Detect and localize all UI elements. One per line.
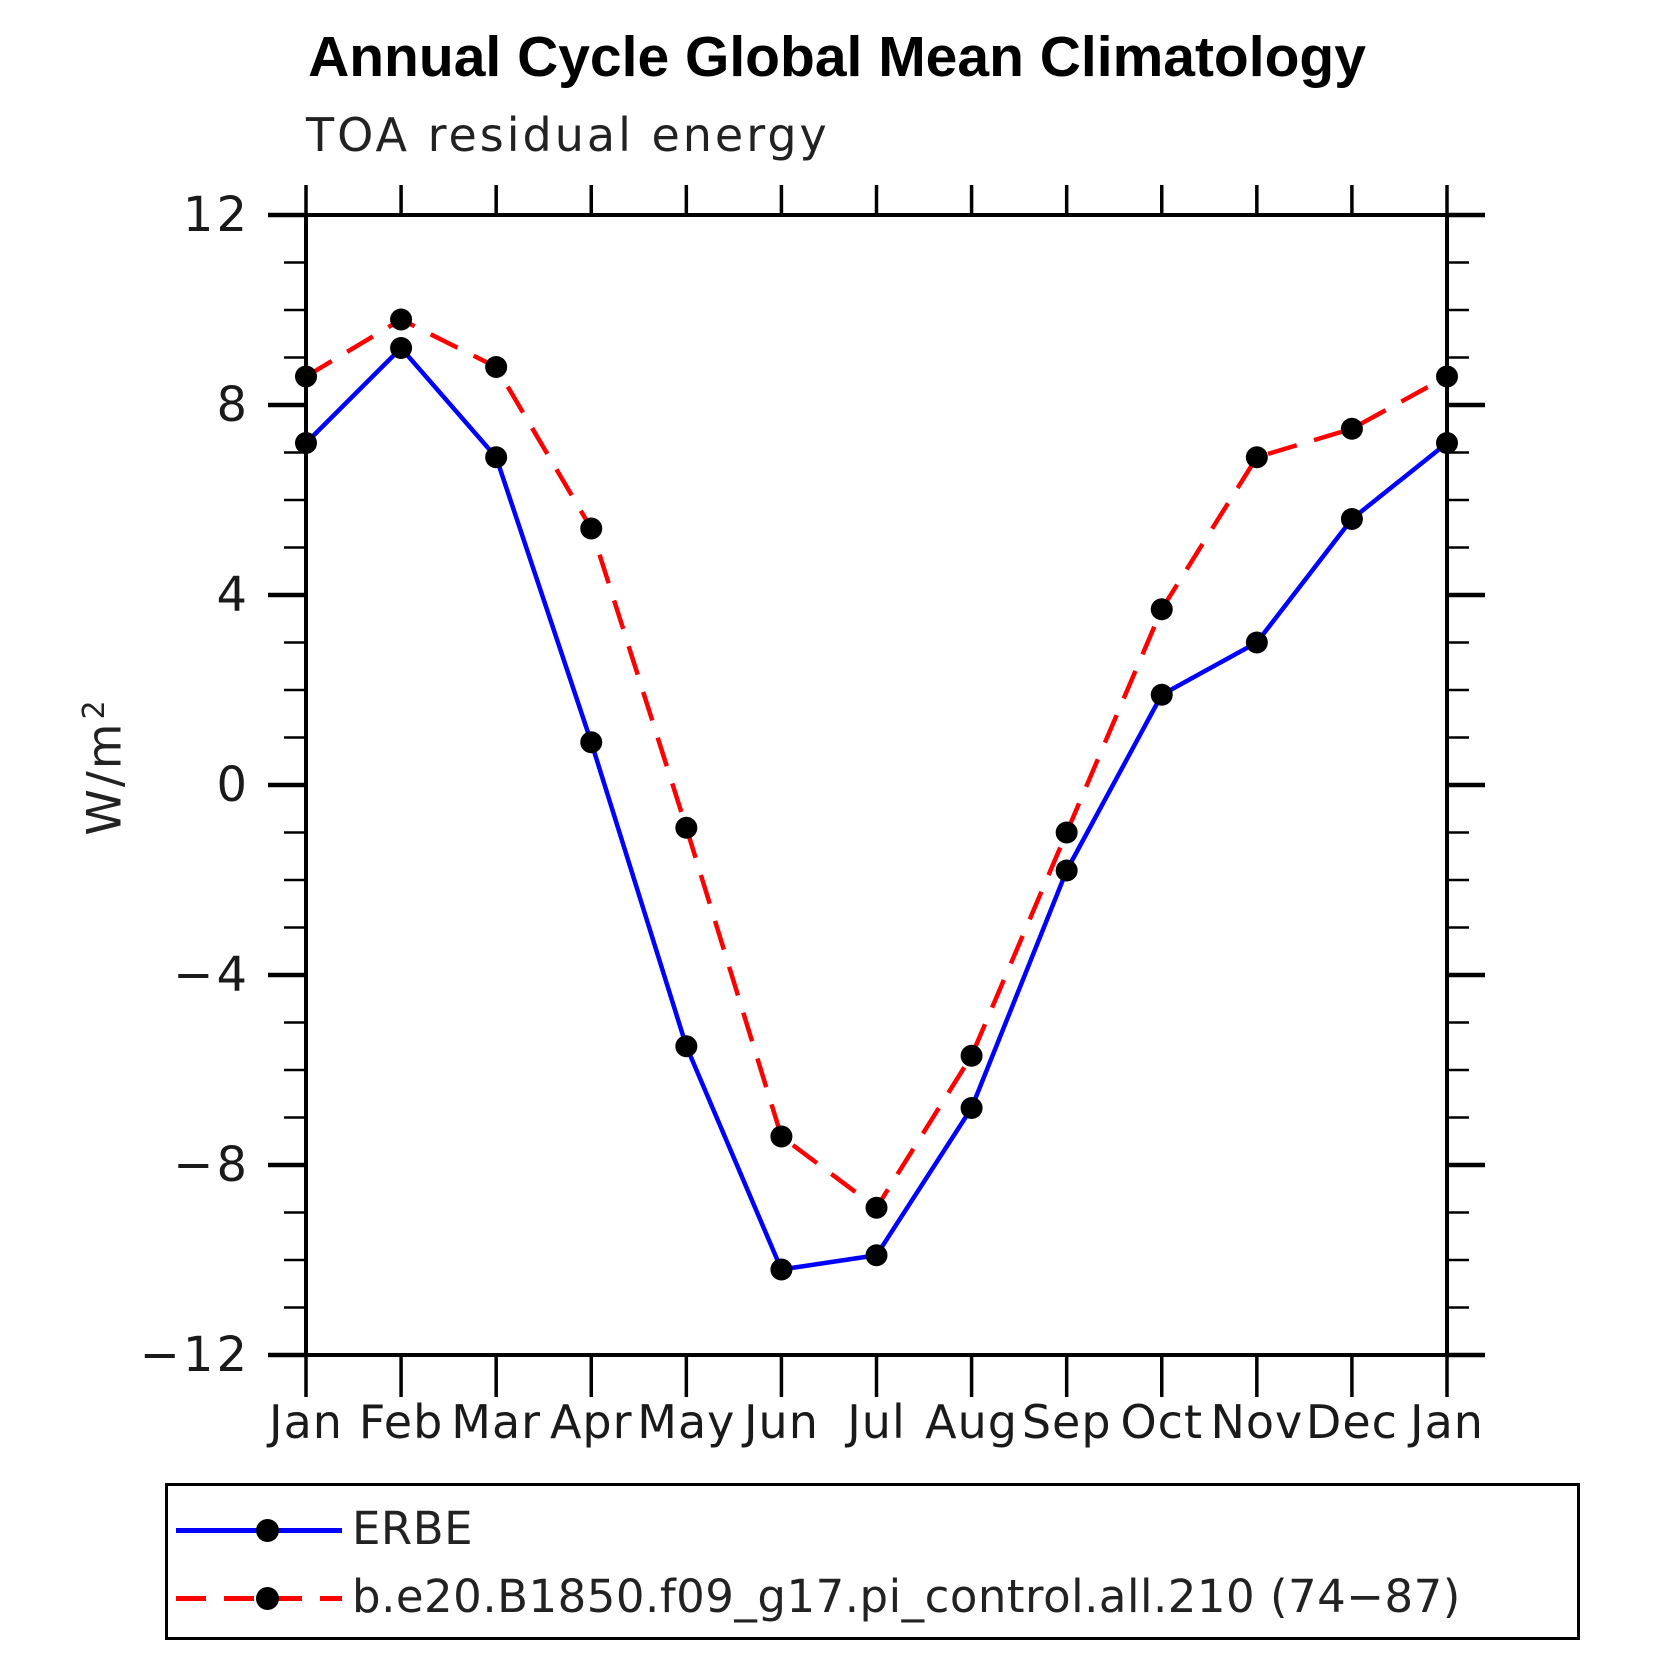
x-tick-label: Dec [1306,1395,1398,1449]
plot-frame [304,213,1449,1357]
legend-label-erbe: ERBE [352,1502,474,1555]
data-point-erbe-nov [1245,631,1268,654]
x-tick-label: Jan [266,1395,343,1449]
data-point-model-mar [485,356,508,378]
y-tick-label: 8 [216,377,250,433]
data-point-erbe-dec [1340,508,1363,530]
series-line-model [304,316,1449,1212]
y-tick-label: 12 [183,187,250,243]
data-point-model-nov [1245,446,1268,469]
x-tick-label: Jan [1407,1395,1484,1449]
chart-subtitle: TOA residual energy [306,108,830,162]
data-point-model-may [675,816,698,839]
x-tick-label: Nov [1210,1395,1303,1449]
data-point-erbe-sep [1055,859,1078,882]
data-point-model-aug [960,1044,983,1067]
x-tick-label: Aug [925,1395,1018,1449]
x-tick-label: Jun [741,1395,819,1449]
data-point-erbe-jun [770,1258,793,1281]
data-point-model-feb [390,308,413,331]
y-tick-label: −8 [173,1137,250,1193]
x-tick-label: Feb [359,1395,443,1449]
data-point-erbe-may [675,1035,698,1058]
y-tick-label: 0 [216,757,250,813]
x-tick-label: Mar [451,1395,541,1449]
data-point-model-dec [1340,417,1363,440]
legend-label-model: b.e20.B1850.f09_g17.pi_control.all.210 (… [352,1570,1461,1623]
data-point-erbe-aug [960,1097,983,1119]
data-point-erbe-mar [485,446,508,469]
chart-title: Annual Cycle Global Mean Climatology [308,25,1366,89]
x-tick-label: Apr [550,1395,633,1449]
data-point-erbe-jan [295,432,317,454]
y-tick-label: −12 [140,1327,250,1383]
x-tick-label: Sep [1022,1395,1112,1449]
data-point-model-apr [580,517,603,540]
data-point-erbe-apr [580,731,603,754]
x-tick-label: May [637,1395,735,1449]
y-tick-label: 4 [216,567,250,623]
legend: ERBE b.e20.B1850.f09_g17.pi_control.all.… [165,1483,1580,1640]
data-point-model-jul [865,1196,888,1219]
data-point-model-sep [1055,821,1078,844]
y-tick-label: −4 [173,947,250,1003]
data-point-erbe-oct [1150,683,1173,706]
data-point-model-jun [770,1125,793,1148]
data-point-model-jan [295,365,317,388]
x-tick-label: Jul [844,1395,906,1449]
data-point-erbe-jan [1436,432,1458,454]
data-point-model-jan [1436,365,1458,388]
legend-marker-dot [256,1519,279,1542]
data-point-erbe-jul [865,1244,888,1267]
data-point-model-oct [1150,598,1173,621]
legend-marker-dot [256,1587,279,1610]
x-tick-label: Oct [1120,1395,1203,1449]
series-line-erbe [304,344,1449,1272]
data-point-erbe-feb [390,337,413,359]
